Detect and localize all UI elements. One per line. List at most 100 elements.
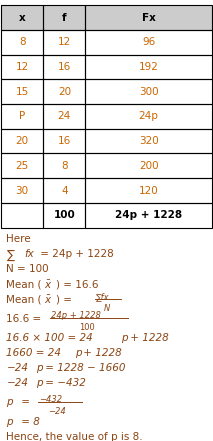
Bar xyxy=(85,153,212,178)
Bar xyxy=(85,203,212,228)
Bar xyxy=(43,178,85,203)
Text: 4: 4 xyxy=(61,186,68,195)
Bar xyxy=(1,178,43,203)
Bar xyxy=(1,203,43,228)
Bar xyxy=(43,129,85,153)
Bar xyxy=(43,5,85,30)
Bar xyxy=(85,129,212,153)
Text: 16: 16 xyxy=(58,62,71,72)
Bar xyxy=(43,55,85,79)
Bar xyxy=(43,153,85,178)
Text: −24: −24 xyxy=(48,407,66,416)
Text: 15: 15 xyxy=(16,87,29,97)
Text: 8: 8 xyxy=(19,37,26,47)
Text: 16: 16 xyxy=(58,136,71,146)
Bar xyxy=(43,30,85,55)
Bar xyxy=(43,104,85,129)
Bar xyxy=(85,30,212,55)
Bar xyxy=(85,104,212,129)
Text: + 1228: + 1228 xyxy=(80,348,122,358)
Text: ∑fx: ∑fx xyxy=(96,292,109,301)
Text: + 1228: + 1228 xyxy=(127,333,168,343)
Text: 24p + 1228: 24p + 1228 xyxy=(115,210,182,220)
Text: 1660 = 24: 1660 = 24 xyxy=(6,348,61,358)
Text: 20: 20 xyxy=(16,136,29,146)
Text: p: p xyxy=(75,348,81,358)
Text: f: f xyxy=(62,13,67,22)
Text: 192: 192 xyxy=(139,62,159,72)
Text: = 8: = 8 xyxy=(18,417,40,427)
Bar xyxy=(1,30,43,55)
Text: 20: 20 xyxy=(58,87,71,97)
Text: 30: 30 xyxy=(16,186,29,195)
Bar xyxy=(43,5,85,30)
Text: 16.6 × 100 = 24: 16.6 × 100 = 24 xyxy=(6,333,93,343)
Text: = −432: = −432 xyxy=(42,378,85,388)
Text: 12: 12 xyxy=(16,62,29,72)
Text: 120: 120 xyxy=(139,186,158,195)
Bar xyxy=(1,153,43,178)
Text: 24p + 1228: 24p + 1228 xyxy=(51,311,101,320)
Text: Hence, the value of p is 8.: Hence, the value of p is 8. xyxy=(6,432,143,441)
Bar xyxy=(1,79,43,104)
Text: 100: 100 xyxy=(53,210,75,220)
Text: p: p xyxy=(6,397,13,407)
Text: $\bar{x}$: $\bar{x}$ xyxy=(44,294,52,306)
Bar xyxy=(43,79,85,104)
Text: p: p xyxy=(36,363,43,373)
Text: Mean (: Mean ( xyxy=(6,279,42,289)
Bar xyxy=(1,55,43,79)
Bar xyxy=(1,55,43,79)
Bar xyxy=(1,5,43,30)
Text: N: N xyxy=(103,304,109,313)
Bar xyxy=(43,203,85,228)
Bar xyxy=(43,79,85,104)
Text: P: P xyxy=(19,112,25,121)
Text: =: = xyxy=(18,397,30,407)
Bar xyxy=(85,129,212,153)
Bar xyxy=(85,5,212,30)
Text: p: p xyxy=(121,333,128,343)
Bar xyxy=(85,79,212,104)
Bar xyxy=(1,178,43,203)
Bar xyxy=(43,203,85,228)
Text: $\bar{x}$: $\bar{x}$ xyxy=(44,279,52,291)
Text: 200: 200 xyxy=(139,161,158,171)
Bar xyxy=(1,129,43,153)
Bar xyxy=(85,79,212,104)
Bar xyxy=(85,178,212,203)
Bar xyxy=(1,5,43,30)
Text: −24: −24 xyxy=(6,378,28,388)
Text: 16.6 =: 16.6 = xyxy=(6,314,42,324)
Bar xyxy=(1,104,43,129)
Text: 24p: 24p xyxy=(139,112,159,121)
Text: Here: Here xyxy=(6,234,31,244)
Text: 12: 12 xyxy=(58,37,71,47)
Bar xyxy=(43,153,85,178)
Text: 8: 8 xyxy=(61,161,68,171)
Text: = 1228 − 1660: = 1228 − 1660 xyxy=(42,363,125,373)
Bar xyxy=(85,55,212,79)
Bar xyxy=(1,153,43,178)
Text: ) = 16.6: ) = 16.6 xyxy=(56,279,99,289)
Text: Mean (: Mean ( xyxy=(6,294,42,304)
Bar xyxy=(85,55,212,79)
Text: = 24p + 1228: = 24p + 1228 xyxy=(37,249,114,259)
Bar xyxy=(1,30,43,55)
Bar xyxy=(85,30,212,55)
Text: N = 100: N = 100 xyxy=(6,264,49,274)
Bar xyxy=(43,129,85,153)
Text: x: x xyxy=(19,13,26,22)
Bar xyxy=(85,203,212,228)
Text: Fx: Fx xyxy=(142,13,156,22)
Bar xyxy=(1,129,43,153)
Text: 24: 24 xyxy=(58,112,71,121)
Text: 320: 320 xyxy=(139,136,158,146)
Text: 100: 100 xyxy=(79,323,95,332)
Bar xyxy=(43,30,85,55)
Text: ∑: ∑ xyxy=(6,249,14,262)
Text: −24: −24 xyxy=(6,363,28,373)
Text: 300: 300 xyxy=(139,87,158,97)
Bar xyxy=(43,104,85,129)
Bar xyxy=(85,104,212,129)
